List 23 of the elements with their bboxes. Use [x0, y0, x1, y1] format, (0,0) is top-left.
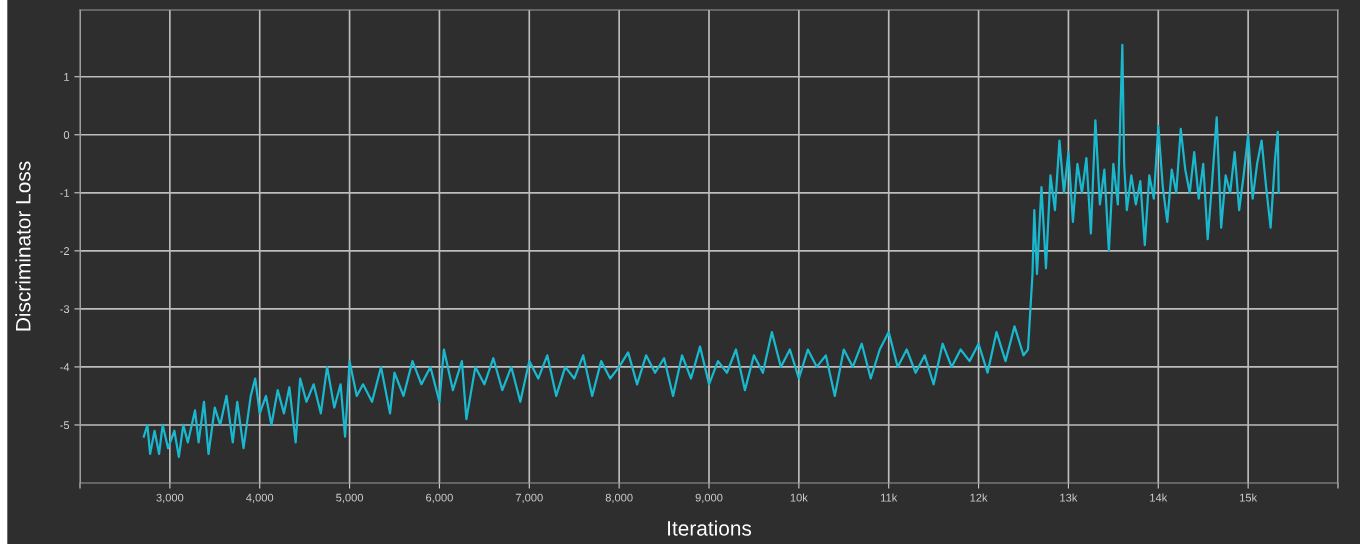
x-tick-label: 12k [970, 493, 988, 502]
x-tick-label: 14k [1150, 493, 1168, 502]
y-tick-label: 0 [63, 131, 70, 139]
x-tick-label: 11k [881, 493, 898, 502]
x-tick-label: 13k [1060, 493, 1078, 502]
x-tick-label: 5,000 [336, 493, 364, 503]
x-axis-title: Iterations [668, 520, 752, 536]
y-axis-title: Discriminator Loss [15, 161, 31, 331]
x-tick-label: 6,000 [426, 493, 453, 503]
x-tick-label: 9,000 [695, 493, 723, 503]
x-tick-label: 7,000 [515, 493, 543, 503]
y-tick-label: 1 [64, 73, 70, 81]
x-tick-label: 8,000 [605, 493, 633, 503]
y-tick-label: -4 [60, 363, 70, 371]
x-tick-label: 4,000 [246, 493, 274, 503]
y-tick-label: -2 [60, 247, 70, 255]
y-tick-label: -5 [60, 421, 70, 430]
x-tick-label: 10k [790, 493, 808, 502]
y-tick-label: -1 [60, 189, 70, 197]
line-series [142, 43, 1280, 458]
y-tick-label: -3 [60, 305, 70, 314]
x-tick-label: 15k [1240, 493, 1258, 502]
x-tick-label: 3,000 [156, 493, 184, 503]
